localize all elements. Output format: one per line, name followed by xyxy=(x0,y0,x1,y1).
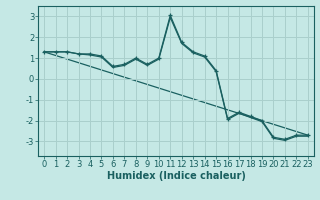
X-axis label: Humidex (Indice chaleur): Humidex (Indice chaleur) xyxy=(107,171,245,181)
